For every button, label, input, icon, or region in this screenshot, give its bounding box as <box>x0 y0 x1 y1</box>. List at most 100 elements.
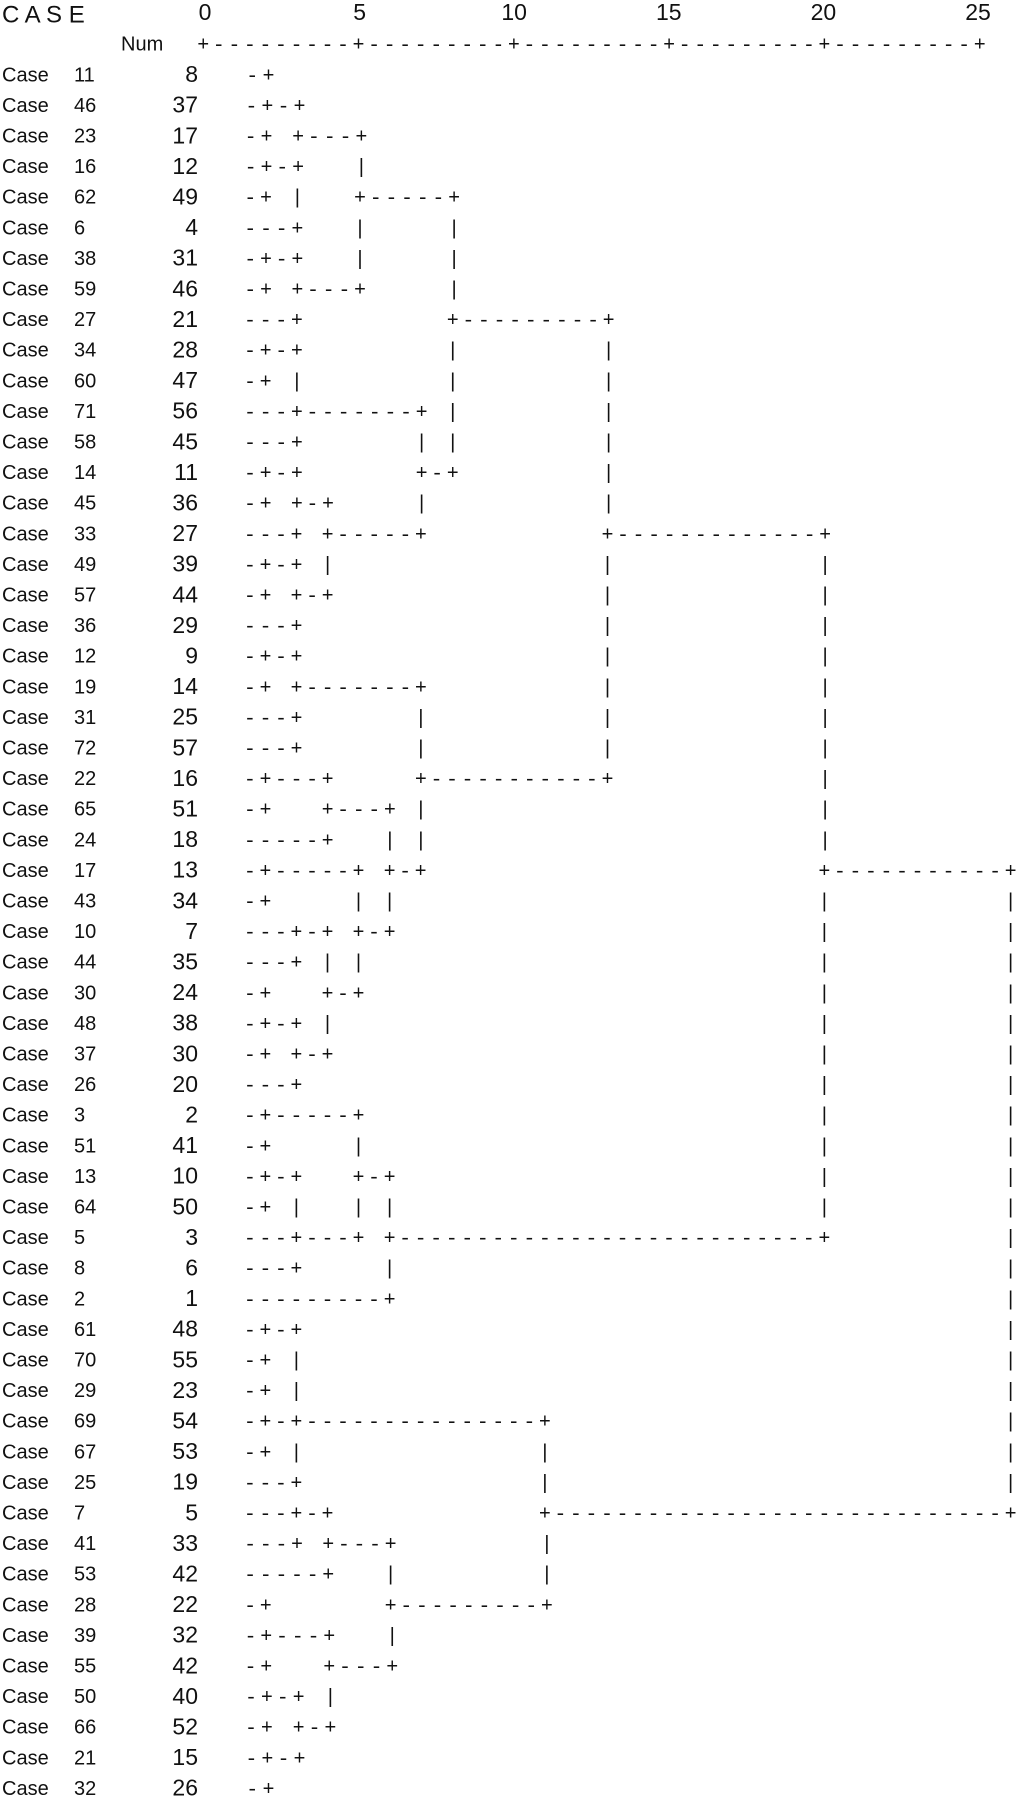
tree-line: -+-+ +-+ | | <box>197 1167 1016 1190</box>
case-num: 12 <box>172 153 198 179</box>
case-num: 20 <box>172 1071 198 1097</box>
case-num: 6 <box>185 1254 198 1280</box>
case-num: 13 <box>172 857 198 883</box>
case-id: 61 <box>74 1319 96 1341</box>
tree-line: -+ +-+ | | <box>197 983 1016 1006</box>
tree-line: -+-+ | | <box>197 341 614 364</box>
case-id: 46 <box>74 95 96 117</box>
case-label: Case <box>2 615 49 637</box>
case-id: 17 <box>74 860 96 882</box>
tree-line: -----+ | | <box>197 1565 553 1588</box>
tree-line: ---+ | | <box>197 1259 1016 1282</box>
case-label: Case <box>2 584 49 606</box>
case-id: 27 <box>74 309 96 331</box>
case-num: 39 <box>172 551 198 577</box>
case-num: 37 <box>172 92 198 118</box>
case-label: Case <box>2 523 49 545</box>
case-id: 45 <box>74 493 96 515</box>
tree-line: -+-----+ | | <box>197 1106 1016 1129</box>
tree-line: -+ | | | <box>197 371 614 394</box>
case-label: Case <box>2 707 49 729</box>
case-num: 14 <box>172 673 198 699</box>
case-label: Case <box>2 1349 49 1371</box>
tree-line: -+ +-+ <box>197 1718 336 1741</box>
case-id: 10 <box>74 921 96 943</box>
case-label: Case <box>2 1319 49 1341</box>
case-label: Case <box>2 493 49 515</box>
case-label: Case <box>2 890 49 912</box>
case-label: Case <box>2 1533 49 1555</box>
case-id: 28 <box>74 1594 96 1616</box>
case-label: Case <box>2 554 49 576</box>
tree-line: -+-+---------------+ | <box>197 1412 1016 1435</box>
case-label: Case <box>2 1135 49 1157</box>
case-label: Case <box>2 1472 49 1494</box>
case-num: 42 <box>172 1652 198 1678</box>
case-label: Case <box>2 1655 49 1677</box>
case-id: 50 <box>74 1686 96 1708</box>
case-num: 22 <box>172 1591 198 1617</box>
case-id: 59 <box>74 278 96 300</box>
case-label: Case <box>2 431 49 453</box>
case-label: Case <box>2 309 49 331</box>
case-id: 55 <box>74 1655 96 1677</box>
tree-line: -+-+ <box>197 96 305 119</box>
case-num: 50 <box>172 1193 198 1219</box>
case-id: 43 <box>74 890 96 912</box>
scale-label: 15 <box>656 0 682 25</box>
tree-line: -+-+ | | <box>197 249 460 272</box>
case-id: 67 <box>74 1441 96 1463</box>
tree-line: -+-+ +-+ | <box>197 463 614 486</box>
case-id: 65 <box>74 799 96 821</box>
tree-line: -+-+ | | | <box>197 555 831 578</box>
tree-line: ---+-+ +-----------------------------+ <box>197 1503 1016 1526</box>
case-label: Case <box>2 1105 49 1127</box>
case-num: 52 <box>172 1713 198 1739</box>
case-num: 28 <box>172 336 198 362</box>
tree-line: -+ | | | | <box>197 891 1016 914</box>
case-num: 53 <box>172 1438 198 1464</box>
case-id: 5 <box>74 1227 85 1249</box>
case-id: 19 <box>74 676 96 698</box>
case-num: 57 <box>172 734 198 760</box>
scale-label: 25 <box>965 0 991 25</box>
tree-line: -+ +-+ | | <box>197 585 831 608</box>
tree-line: -+-+ | | | <box>197 1014 1016 1037</box>
tree-line: -+ <box>197 65 274 88</box>
case-header: C A S E <box>2 1 85 28</box>
case-num: 4 <box>185 214 198 240</box>
case-id: 53 <box>74 1564 96 1586</box>
tree-line: -+ | | | | | <box>197 1197 1016 1220</box>
tree-line: -+ +---+ | | <box>197 800 831 823</box>
case-num: 44 <box>172 581 198 607</box>
case-label: Case <box>2 799 49 821</box>
case-label: Case <box>2 1288 49 1310</box>
tree-line: ---+ +---------+ <box>197 310 614 333</box>
case-label: Case <box>2 156 49 178</box>
case-label: Case <box>2 1594 49 1616</box>
tree-line: ---+ | | <box>197 218 460 241</box>
case-num: 32 <box>172 1622 198 1648</box>
scale-label: 0 <box>199 0 212 25</box>
case-id: 41 <box>74 1533 96 1555</box>
tree-line: +---------+---------+---------+---------… <box>197 34 985 57</box>
case-label: Case <box>2 1074 49 1096</box>
case-num: 31 <box>172 245 198 271</box>
case-label: Case <box>2 1564 49 1586</box>
case-num: 45 <box>172 428 198 454</box>
case-label: Case <box>2 768 49 790</box>
tree-line: -+ +-+ | | <box>197 1044 1016 1067</box>
tree-line: -+-+ | <box>197 1687 336 1710</box>
tree-line: -+ +---+ <box>197 1656 398 1679</box>
case-num: 38 <box>172 1010 198 1036</box>
case-id: 30 <box>74 982 96 1004</box>
case-id: 8 <box>74 1258 85 1280</box>
tree-line: ---+ | | <box>197 616 831 639</box>
case-id: 25 <box>74 1472 96 1494</box>
tree-line: -+ | | <box>197 1350 1016 1373</box>
case-id: 72 <box>74 737 96 759</box>
tree-line: -+ | | | <box>197 1136 1016 1159</box>
case-id: 11 <box>74 64 95 86</box>
case-num: 34 <box>172 887 198 913</box>
tree-line: ---+-+ +-+ | | <box>197 922 1016 945</box>
